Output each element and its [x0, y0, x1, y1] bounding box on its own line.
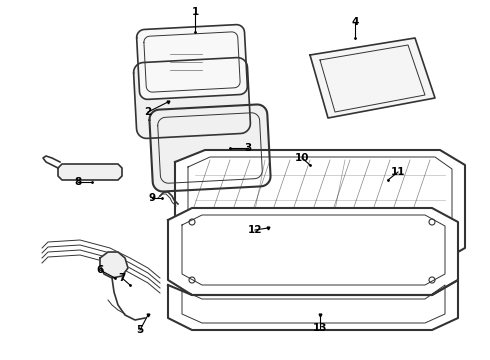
Text: 13: 13 [313, 323, 327, 333]
Text: 10: 10 [295, 153, 309, 163]
Polygon shape [175, 150, 465, 262]
Polygon shape [149, 104, 270, 192]
Polygon shape [310, 38, 435, 118]
Polygon shape [168, 280, 458, 330]
Text: 4: 4 [351, 17, 359, 27]
Polygon shape [168, 208, 458, 295]
Text: 8: 8 [74, 177, 82, 187]
Text: 7: 7 [118, 273, 126, 283]
Text: 6: 6 [97, 265, 103, 275]
Polygon shape [100, 252, 128, 278]
Text: 1: 1 [192, 7, 198, 17]
Text: 2: 2 [145, 107, 151, 117]
Polygon shape [58, 164, 122, 180]
Polygon shape [134, 58, 250, 138]
Text: 5: 5 [136, 325, 144, 335]
Polygon shape [137, 24, 247, 99]
Text: 9: 9 [148, 193, 155, 203]
Text: 3: 3 [245, 143, 252, 153]
Text: 12: 12 [248, 225, 262, 235]
Text: 11: 11 [391, 167, 405, 177]
